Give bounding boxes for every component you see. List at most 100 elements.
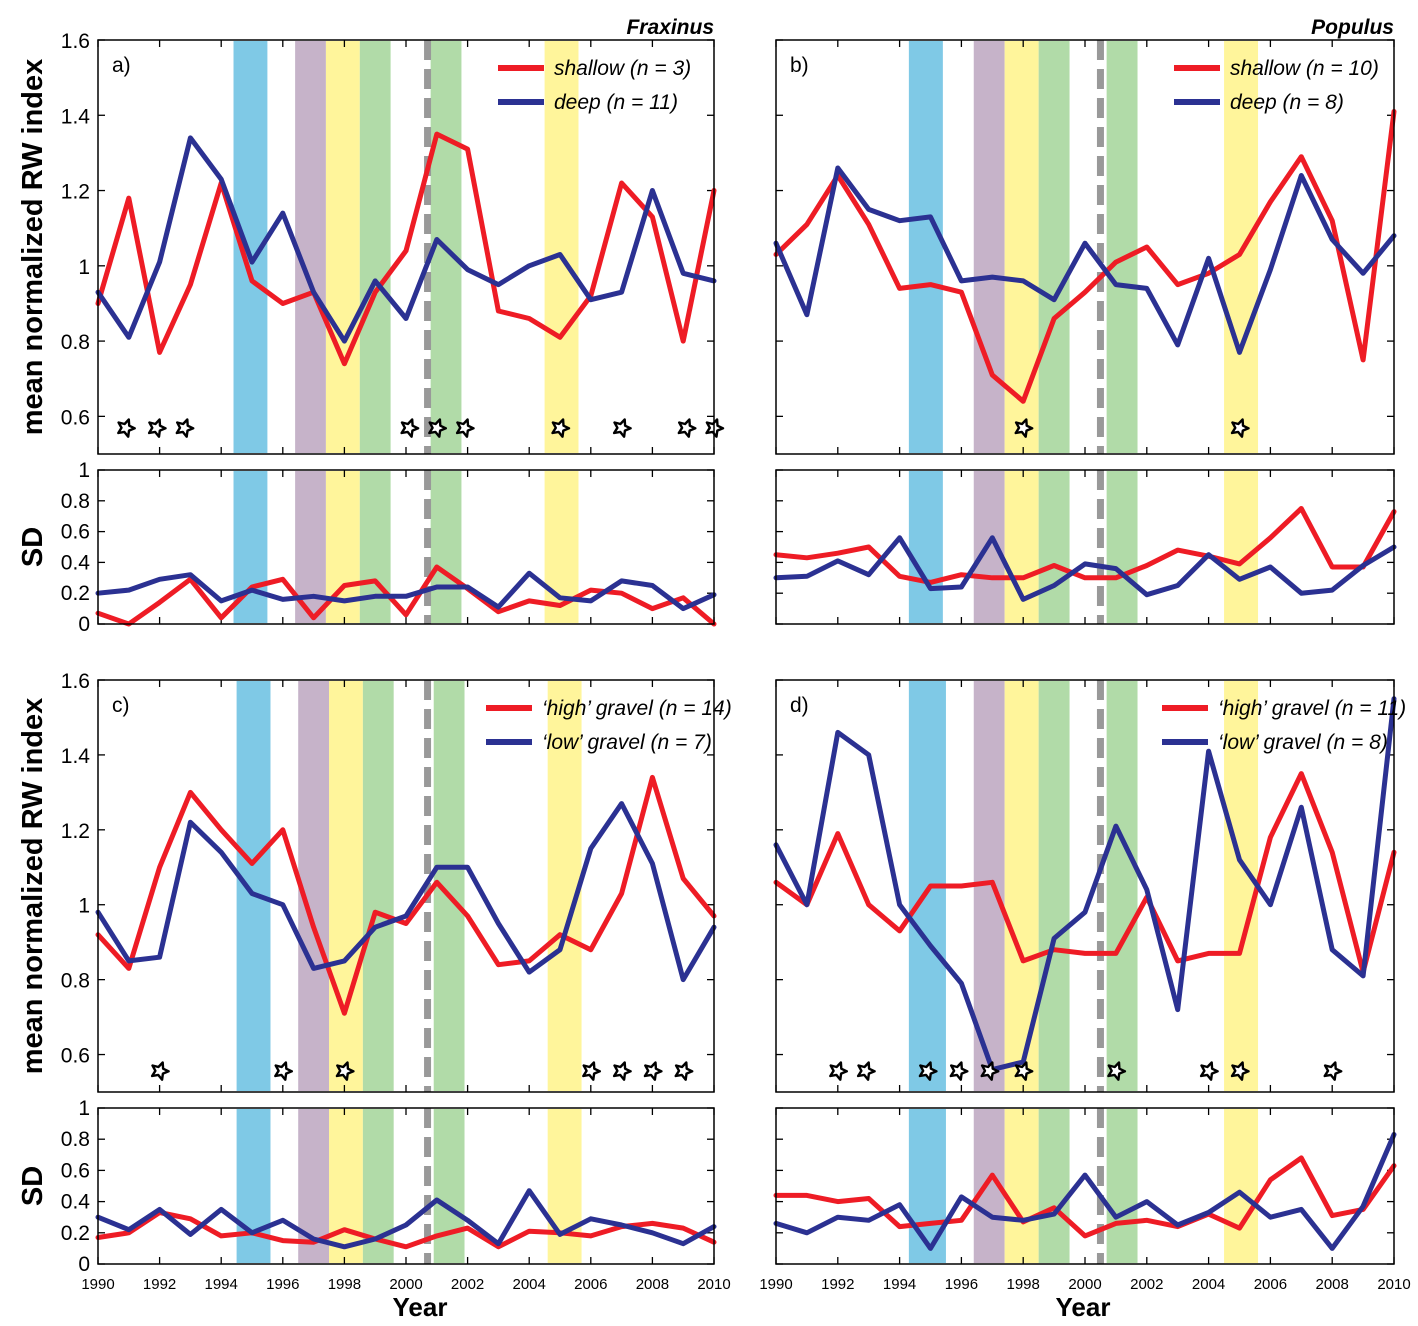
series-line-blue <box>773 696 1397 1072</box>
significance-star-icon <box>455 418 475 438</box>
series-line-red <box>773 1155 1397 1239</box>
x-tick-label: 2006 <box>574 1276 607 1293</box>
highlight-band <box>1224 681 1259 1091</box>
axes-frame <box>775 469 1395 625</box>
panel-d: d) ‘high’ gravel (n = 11) ‘low’ gravel (n … <box>773 679 1406 1093</box>
series-line-red <box>773 109 1397 404</box>
legend-label: shallow (n = 10) <box>1230 57 1379 80</box>
y-tick-label: 1.4 <box>61 105 91 128</box>
significance-star-icon <box>1107 1061 1127 1081</box>
panel-c_sd: 0 0.2 0.4 0.6 0.8 1 1990 1992 1994 1996 1998 2000 20… <box>17 1097 731 1322</box>
x-tick-label: 2004 <box>1192 1276 1225 1293</box>
significance-star-icon <box>1230 418 1250 438</box>
significance-star-icon <box>175 418 195 438</box>
y-tick-label: 1 <box>78 1097 90 1120</box>
significance-star-icon <box>1230 1061 1250 1081</box>
x-tick-label: 2010 <box>697 1276 730 1293</box>
significance-star-icon <box>147 418 167 438</box>
series-line-red <box>95 131 717 367</box>
highlight-band <box>236 1109 271 1263</box>
highlight-band <box>547 1109 582 1263</box>
highlight-band <box>547 681 582 1091</box>
series-line-blue <box>95 135 717 344</box>
y-tick-label: 0 <box>78 1253 90 1276</box>
y-tick-label: 0.6 <box>61 521 90 544</box>
series-line-blue <box>95 801 717 983</box>
series-line-blue <box>95 570 717 612</box>
panel-label: b) <box>790 54 809 77</box>
significance-star-icon <box>117 418 136 438</box>
significance-star-icon <box>643 1061 663 1081</box>
x-tick-label: 2002 <box>451 1276 484 1293</box>
highlight-band <box>236 681 271 1091</box>
panel-a_sd: 0 0.2 0.4 0.6 0.8 1 SD <box>17 459 717 636</box>
x-tick-label: 1994 <box>205 1276 238 1293</box>
highlight-band <box>1224 471 1259 623</box>
highlight-band <box>433 1109 465 1263</box>
panel-c: 0.6 0.8 1 1.2 1.4 1.6 c) ‘high’ gravel (n = 14)… <box>17 670 732 1093</box>
significance-star-icon <box>980 1061 1000 1081</box>
y-tick-label: 1 <box>78 459 90 482</box>
highlight-band <box>1106 681 1138 1091</box>
x-tick-label: 2010 <box>1377 1276 1410 1293</box>
x-tick-label: 2000 <box>389 1276 422 1293</box>
series-line-red <box>95 564 717 627</box>
y-tick-label: 0.4 <box>61 551 91 574</box>
highlight-band <box>1038 471 1070 623</box>
highlight-band <box>1224 1109 1259 1263</box>
highlight-band <box>359 41 391 453</box>
highlight-band <box>1106 1109 1138 1263</box>
panel-label: d) <box>790 694 809 717</box>
series-line-red <box>773 506 1397 585</box>
highlight-band <box>1038 41 1070 453</box>
panel-title: Populus <box>1311 16 1394 39</box>
highlight-band <box>1106 41 1138 453</box>
y-tick-label: 1.6 <box>61 30 90 53</box>
sd-axis-title: SD <box>17 527 49 567</box>
axes-frame <box>775 679 1395 1093</box>
significance-star-icon <box>918 1061 938 1081</box>
y-tick-label: 0.6 <box>61 1159 90 1182</box>
legend-label: ‘high’ gravel (n = 14) <box>542 697 732 720</box>
panel-label: c) <box>112 694 130 717</box>
significance-star-icon <box>274 1061 293 1081</box>
y-tick-label: 0.2 <box>61 1222 90 1245</box>
y-tick-label: 0.6 <box>61 406 90 429</box>
panel-b_sd <box>773 469 1397 625</box>
y-tick-label: 0 <box>78 613 90 636</box>
panel-title: Fraxinus <box>626 16 714 39</box>
x-tick-label: 1996 <box>266 1276 299 1293</box>
x-axis-title: Year <box>393 1292 448 1322</box>
y-tick-label: 0.2 <box>61 582 90 605</box>
significance-star-icon <box>400 418 420 438</box>
y-tick-label: 1 <box>78 895 90 918</box>
x-tick-label: 1998 <box>328 1276 361 1293</box>
x-tick-label: 2008 <box>636 1276 669 1293</box>
y-tick-label: 1.6 <box>61 670 90 693</box>
series-line-blue <box>773 165 1397 355</box>
significance-star-icon <box>1199 1061 1219 1081</box>
x-axis-title: Year <box>1056 1292 1111 1322</box>
significance-star-icon <box>677 418 697 438</box>
highlight-band <box>298 681 329 1091</box>
y-tick-label: 0.8 <box>61 970 90 993</box>
x-tick-label: 2008 <box>1316 1276 1349 1293</box>
x-tick-label: 1990 <box>759 1276 792 1293</box>
highlight-band <box>1004 1109 1039 1263</box>
highlight-band <box>1004 41 1039 453</box>
panel-label: a) <box>112 54 131 77</box>
legend-label: shallow (n = 3) <box>554 57 691 80</box>
significance-star-icon <box>674 1061 694 1081</box>
significance-star-icon <box>612 1061 632 1081</box>
x-tick-label: 1998 <box>1007 1276 1040 1293</box>
legend-label: ‘low’ gravel (n = 8) <box>1218 731 1388 754</box>
highlight-band <box>973 41 1005 453</box>
y-tick-label: 1.2 <box>61 181 90 204</box>
series-line-blue <box>773 1132 1397 1251</box>
legend-label: ‘low’ gravel (n = 7) <box>542 731 712 754</box>
significance-star-icon <box>856 1061 876 1081</box>
highlight-band <box>329 681 363 1091</box>
significance-star-icon <box>1323 1061 1343 1081</box>
y-tick-label: 0.6 <box>61 1045 90 1068</box>
